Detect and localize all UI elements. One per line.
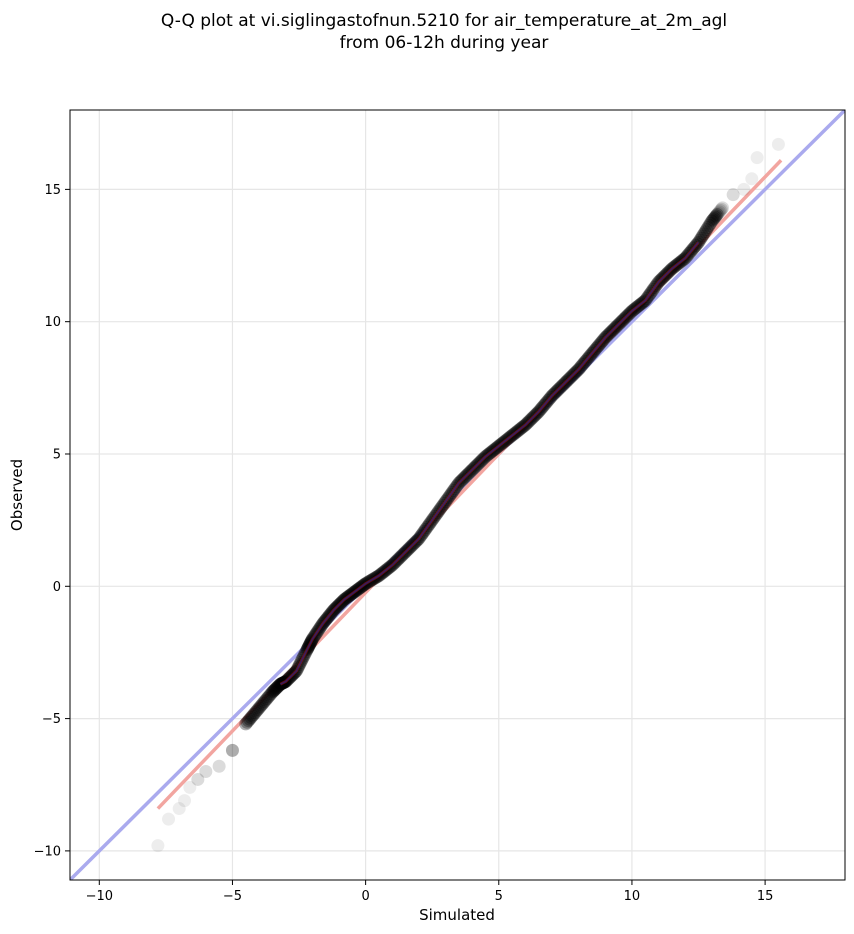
qq-point (247, 707, 261, 721)
x-tick-label: 10 (624, 889, 641, 904)
x-tick-label: 0 (361, 889, 369, 904)
qq-point (696, 229, 710, 243)
qq-point (265, 685, 279, 699)
qq-point (269, 681, 283, 695)
qq-point (256, 696, 270, 710)
qq-point (241, 714, 255, 728)
qq-point (701, 220, 715, 234)
qq-point (267, 684, 281, 698)
y-tick-label: 0 (53, 580, 61, 595)
qq-point (243, 712, 257, 726)
grid-lines (70, 110, 845, 880)
qq-point (698, 225, 712, 239)
qq-point (162, 812, 176, 826)
qq-point (248, 706, 262, 720)
qq-point (266, 684, 280, 698)
y-tick-label: 15 (44, 183, 61, 198)
y-axis-ticks: −10 −5 0 5 10 15 (34, 183, 70, 859)
qq-point (253, 699, 267, 713)
qq-point (225, 743, 239, 757)
plot-frame (69, 109, 846, 881)
qq-point (178, 794, 192, 808)
qq-point (249, 704, 263, 718)
x-tick-label: −5 (223, 889, 242, 904)
qq-point (245, 709, 259, 723)
qq-point (268, 683, 282, 697)
qq-point (240, 715, 254, 729)
qq-point (707, 211, 721, 225)
y-tick-label: 10 (44, 315, 61, 330)
qq-point (705, 214, 719, 228)
qq-point (212, 759, 226, 773)
x-axis-ticks: −10 −5 0 5 10 15 (86, 880, 774, 904)
chart-title-line-1: Q-Q plot at vi.siglingastofnun.5210 for … (161, 11, 727, 31)
qq-point (713, 204, 727, 218)
x-tick-label: 5 (495, 889, 503, 904)
qq-point (706, 213, 720, 227)
qq-point (263, 688, 277, 702)
qq-point (151, 839, 165, 853)
qq-point (702, 218, 716, 232)
qq-point (745, 172, 759, 186)
fit-line (156, 159, 783, 810)
qq-point (261, 690, 275, 704)
qq-point (710, 208, 724, 222)
chart-title-line-2: from 06-12h during year (340, 33, 549, 53)
qq-point (183, 780, 197, 794)
y-tick-label: −10 (34, 844, 61, 859)
qq-point (264, 687, 278, 701)
qq-point (244, 711, 258, 725)
qq-point (694, 231, 708, 245)
qq-point (771, 137, 785, 151)
qq-point (712, 205, 726, 219)
qq-point (714, 202, 728, 216)
qq-point (697, 227, 711, 241)
qq-point (172, 802, 186, 816)
qq-point (252, 701, 266, 715)
x-tick-label: 15 (757, 889, 774, 904)
qq-point (251, 703, 265, 717)
qq-point (711, 206, 725, 220)
qq-point (239, 717, 253, 731)
qq-point (191, 772, 205, 786)
inner-curve (280, 241, 700, 685)
qq-point (708, 210, 722, 224)
qq-point (259, 693, 273, 707)
qq-point (737, 182, 751, 196)
reference-lines (70, 110, 845, 880)
qq-point (726, 188, 740, 202)
qq-point (269, 682, 283, 696)
qq-points (151, 137, 785, 853)
x-tick-label: −10 (86, 889, 113, 904)
y-axis-label: Observed (8, 459, 26, 531)
qq-point (257, 695, 271, 709)
y-tick-label: −5 (42, 712, 61, 727)
x-axis-label: Simulated (419, 906, 495, 924)
qq-point (704, 216, 718, 230)
qq-point (700, 223, 714, 237)
qq-point (709, 209, 723, 223)
qq-point (255, 698, 269, 712)
qq-point (750, 151, 764, 165)
qq-point (260, 691, 274, 705)
y-tick-label: 5 (53, 447, 61, 462)
qq-point (199, 765, 213, 779)
qq-point (715, 201, 729, 215)
